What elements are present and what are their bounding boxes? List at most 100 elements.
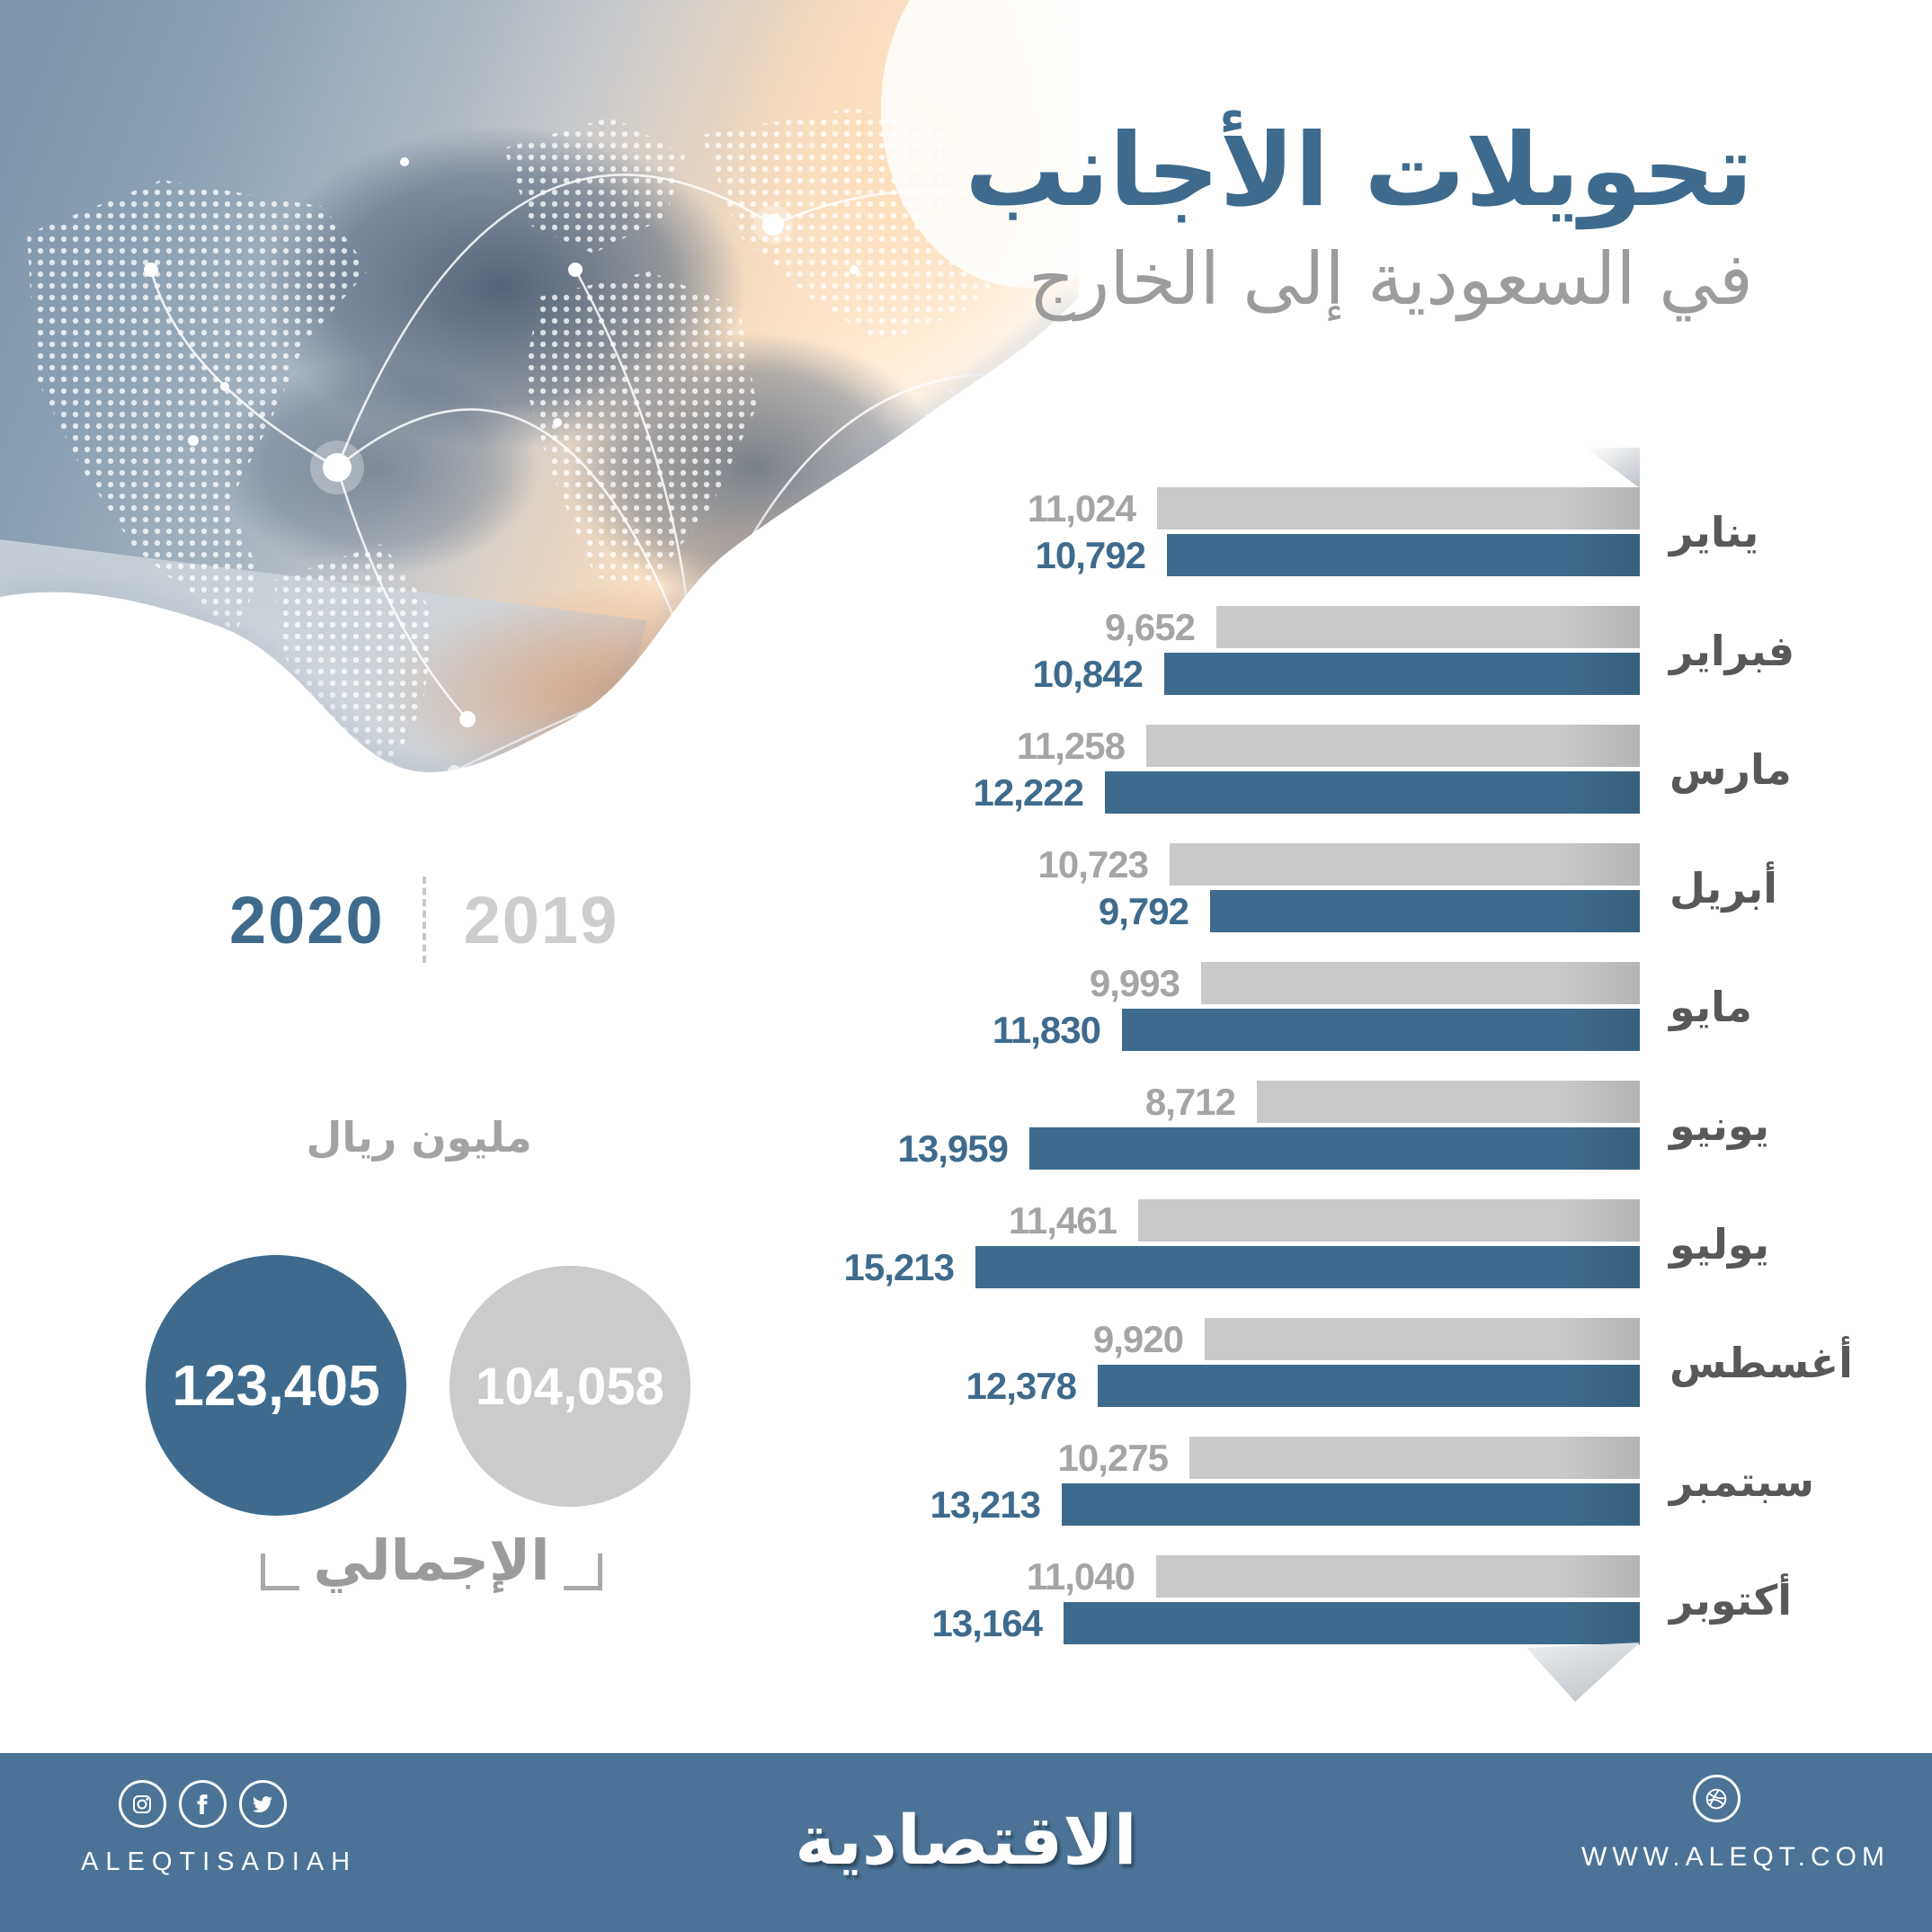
value-label-2019: 11,024 — [1027, 486, 1136, 530]
value-label-2019: 11,258 — [1016, 724, 1126, 767]
bar-2020 — [1167, 534, 1640, 576]
bar-2019 — [1170, 843, 1640, 886]
bar-line-blue: 9,792 — [773, 890, 1640, 932]
bar-line-gray: 9,920 — [773, 1318, 1640, 1360]
value-label-2019: 9,993 — [1089, 961, 1180, 1004]
chart-row: 10,275 13,213 سبتمبر — [773, 1437, 1814, 1526]
month-label: سبتمبر — [1669, 1456, 1815, 1506]
bar-line-blue: 13,164 — [773, 1602, 1640, 1644]
bar-2019 — [1257, 1081, 1640, 1123]
social-block: ALEQTISADIAH — [81, 1780, 358, 1877]
month-label: يناير — [1669, 507, 1759, 556]
value-label-2020: 10,792 — [1035, 533, 1146, 576]
legend-2019: 2019 — [463, 882, 619, 957]
month-label: يوليو — [1669, 1219, 1770, 1269]
title-main: تحويلات الأجانب — [965, 112, 1753, 229]
legend: 2020 2019 — [229, 877, 619, 963]
caption-bracket-right — [564, 1554, 602, 1590]
value-label-2019: 10,723 — [1037, 842, 1149, 886]
total-label: الإجمالي — [313, 1527, 550, 1593]
bar-2019 — [1138, 1199, 1640, 1242]
value-label-2020: 11,830 — [992, 1008, 1101, 1051]
bar-2020 — [1210, 890, 1640, 932]
brand-logo: الاقتصادية — [795, 1800, 1137, 1880]
bar-line-gray: 10,275 — [773, 1437, 1640, 1479]
month-label: أبريل — [1669, 863, 1777, 913]
chart-row: 10,723 9,792 أبريل — [773, 843, 1777, 932]
value-label-2020: 12,222 — [973, 770, 1084, 814]
dotted-world-map — [27, 108, 1061, 796]
bar-line-gray: 8,712 — [773, 1081, 1640, 1123]
total-circle-2020: 123,405 — [146, 1255, 406, 1516]
bar-chart: 11,024 10,792 يناير 9,652 10,842 فبراير 11,258… — [773, 487, 1853, 1674]
page-curl-top — [1586, 448, 1640, 488]
bar-line-gray: 11,258 — [773, 725, 1640, 767]
bar-line-blue: 10,792 — [773, 534, 1640, 576]
bar-line-blue: 13,959 — [773, 1127, 1640, 1170]
legend-divider — [422, 877, 426, 963]
bar-line-gray: 11,024 — [773, 487, 1640, 530]
legend-2020: 2020 — [229, 882, 385, 957]
bar-2019 — [1146, 725, 1640, 767]
world-network-photo — [0, 0, 1169, 890]
website-url[interactable]: WWW.ALEQT.COM — [1581, 1842, 1890, 1872]
bar-line-gray: 10,723 — [773, 843, 1640, 886]
title-subtitle: في السعودية إلى الخارج — [1028, 237, 1753, 322]
bar-line-blue: 12,222 — [773, 771, 1640, 814]
bar-line-gray: 9,652 — [773, 606, 1640, 648]
value-label-2019: 8,712 — [1144, 1080, 1236, 1123]
bar-line-blue: 12,378 — [773, 1365, 1640, 1407]
bar-2020 — [1164, 653, 1640, 695]
value-label-2019: 9,920 — [1092, 1317, 1184, 1360]
value-label-2019: 11,040 — [1026, 1554, 1135, 1598]
social-handle: ALEQTISADIAH — [81, 1847, 358, 1876]
month-label: أغسطس — [1669, 1338, 1853, 1387]
facebook-icon[interactable] — [178, 1780, 227, 1828]
bar-2020 — [1064, 1602, 1640, 1644]
month-label: مايو — [1669, 982, 1752, 1031]
chart-row: 9,993 11,830 مايو — [773, 962, 1752, 1051]
caption-bracket-left — [261, 1554, 299, 1590]
bar-2020 — [1029, 1127, 1640, 1170]
page-curl-bottom — [1527, 1643, 1640, 1702]
total-2019-value: 104,058 — [476, 1357, 664, 1416]
dribbble-icon[interactable] — [1692, 1775, 1741, 1822]
page-title: تحويلات الأجانب في السعودية إلى الخارج — [965, 112, 1753, 322]
month-label: فبراير — [1669, 626, 1795, 675]
value-label-2020: 12,378 — [966, 1364, 1077, 1407]
bar-2019 — [1156, 1555, 1640, 1598]
total-circle-2019: 104,058 — [450, 1266, 690, 1507]
bar-line-gray: 11,040 — [773, 1555, 1640, 1598]
hero-photo — [0, 0, 1169, 890]
value-label-2019: 11,461 — [1008, 1198, 1117, 1242]
total-2020-value: 123,405 — [172, 1353, 380, 1418]
bar-line-gray: 11,461 — [773, 1199, 1640, 1242]
value-label-2020: 10,842 — [1032, 652, 1144, 695]
chart-row: 11,461 15,213 يوليو — [773, 1199, 1769, 1288]
chart-row: 9,920 12,378 أغسطس — [773, 1318, 1853, 1407]
bar-2019 — [1216, 606, 1640, 648]
value-label-2020: 13,959 — [897, 1126, 1009, 1170]
month-label: أكتوبر — [1669, 1575, 1793, 1625]
footer-bar: ALEQTISADIAH الاقتصادية WWW.ALEQT.COM — [0, 1753, 1932, 1932]
bar-line-gray: 9,993 — [773, 962, 1640, 1004]
value-label-2019: 9,652 — [1104, 605, 1196, 648]
unit-label: مليون ريال — [306, 1113, 532, 1162]
value-label-2020: 13,164 — [931, 1601, 1043, 1644]
chart-row: 11,040 13,164 أكتوبر — [773, 1555, 1792, 1644]
value-label-2019: 10,275 — [1057, 1436, 1169, 1479]
month-label: مارس — [1669, 744, 1792, 794]
bar-line-blue: 10,842 — [773, 653, 1640, 695]
value-label-2020: 15,213 — [843, 1245, 955, 1288]
twitter-icon[interactable] — [238, 1780, 287, 1828]
bar-line-blue: 13,213 — [773, 1483, 1640, 1526]
website-block: WWW.ALEQT.COM — [1581, 1775, 1890, 1873]
bar-line-blue: 15,213 — [773, 1246, 1640, 1288]
chart-row: 11,258 12,222 مارس — [773, 725, 1792, 814]
bar-2019 — [1189, 1437, 1640, 1479]
instagram-icon[interactable] — [118, 1780, 166, 1828]
chart-row: 11,024 10,792 يناير — [773, 487, 1758, 576]
bar-2019 — [1157, 487, 1640, 530]
value-label-2020: 13,213 — [930, 1482, 1041, 1526]
